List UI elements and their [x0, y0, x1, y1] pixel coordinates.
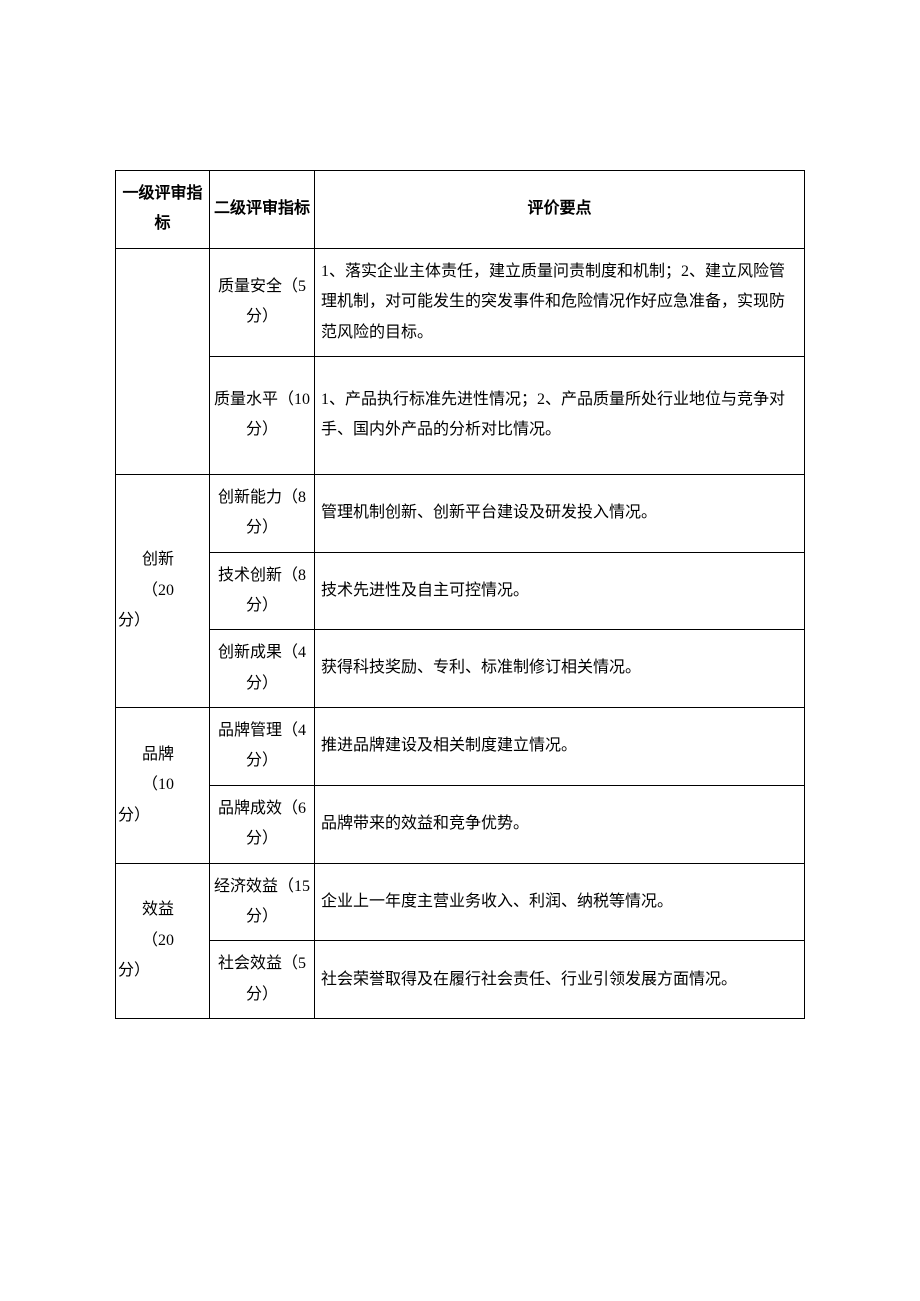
cell-level2: 创新成果（4分） [210, 630, 315, 708]
level1-label: 效益 [118, 895, 174, 925]
cell-detail: 企业上一年度主营业务收入、利润、纳税等情况。 [315, 863, 805, 941]
header-detail: 评价要点 [315, 171, 805, 249]
cell-detail: 技术先进性及自主可控情况。 [315, 552, 805, 630]
table-header-row: 一级评审指标 二级评审指标 评价要点 [116, 171, 805, 249]
table-row: 创新 （20 分） 创新能力（8分） 管理机制创新、创新平台建设及研发投入情况。 [116, 474, 805, 552]
table-row: 技术创新（8分） 技术先进性及自主可控情况。 [116, 552, 805, 630]
level1-score-part2: 分） [118, 612, 150, 629]
evaluation-criteria-table: 一级评审指标 二级评审指标 评价要点 质量安全（5分） 1、落实企业主体责任，建… [115, 170, 805, 1019]
header-level1: 一级评审指标 [116, 171, 210, 249]
cell-level2: 技术创新（8分） [210, 552, 315, 630]
table-row: 创新成果（4分） 获得科技奖励、专利、标准制修订相关情况。 [116, 630, 805, 708]
cell-level2: 质量水平（10分） [210, 356, 315, 474]
level1-score-part1: （20 [118, 576, 174, 606]
cell-detail: 推进品牌建设及相关制度建立情况。 [315, 708, 805, 786]
cell-level2: 质量安全（5分） [210, 248, 315, 356]
table-row: 质量安全（5分） 1、落实企业主体责任，建立质量问责制度和机制；2、建立风险管理… [116, 248, 805, 356]
header-level2: 二级评审指标 [210, 171, 315, 249]
table-row: 品牌 （10 分） 品牌管理（4分） 推进品牌建设及相关制度建立情况。 [116, 708, 805, 786]
cell-level2: 社会效益（5分） [210, 941, 315, 1019]
cell-detail: 获得科技奖励、专利、标准制修订相关情况。 [315, 630, 805, 708]
cell-level2: 品牌管理（4分） [210, 708, 315, 786]
cell-level1-brand: 品牌 （10 分） [116, 708, 210, 864]
level1-score-part1: （10 [118, 770, 174, 800]
table-row: 社会效益（5分） 社会荣誉取得及在履行社会责任、行业引领发展方面情况。 [116, 941, 805, 1019]
cell-level2: 品牌成效（6分） [210, 785, 315, 863]
cell-detail: 社会荣誉取得及在履行社会责任、行业引领发展方面情况。 [315, 941, 805, 1019]
table-row: 品牌成效（6分） 品牌带来的效益和竞争优势。 [116, 785, 805, 863]
document-page: 一级评审指标 二级评审指标 评价要点 质量安全（5分） 1、落实企业主体责任，建… [0, 0, 920, 1019]
level1-score-part1: （20 [118, 926, 174, 956]
cell-detail: 品牌带来的效益和竞争优势。 [315, 785, 805, 863]
cell-level1-benefit: 效益 （20 分） [116, 863, 210, 1019]
level1-score-part2: 分） [118, 962, 150, 979]
table-row: 效益 （20 分） 经济效益（15分） 企业上一年度主营业务收入、利润、纳税等情… [116, 863, 805, 941]
cell-level2: 经济效益（15分） [210, 863, 315, 941]
cell-level2: 创新能力（8分） [210, 474, 315, 552]
table-row: 质量水平（10分） 1、产品执行标准先进性情况；2、产品质量所处行业地位与竞争对… [116, 356, 805, 474]
level1-label: 创新 [118, 545, 174, 575]
cell-level1-blank [116, 248, 210, 474]
cell-detail: 管理机制创新、创新平台建设及研发投入情况。 [315, 474, 805, 552]
level1-label: 品牌 [118, 740, 174, 770]
cell-detail: 1、产品执行标准先进性情况；2、产品质量所处行业地位与竞争对手、国内外产品的分析… [315, 356, 805, 474]
cell-detail: 1、落实企业主体责任，建立质量问责制度和机制；2、建立风险管理机制，对可能发生的… [315, 248, 805, 356]
level1-score-part2: 分） [118, 807, 150, 824]
cell-level1-innovation: 创新 （20 分） [116, 474, 210, 707]
